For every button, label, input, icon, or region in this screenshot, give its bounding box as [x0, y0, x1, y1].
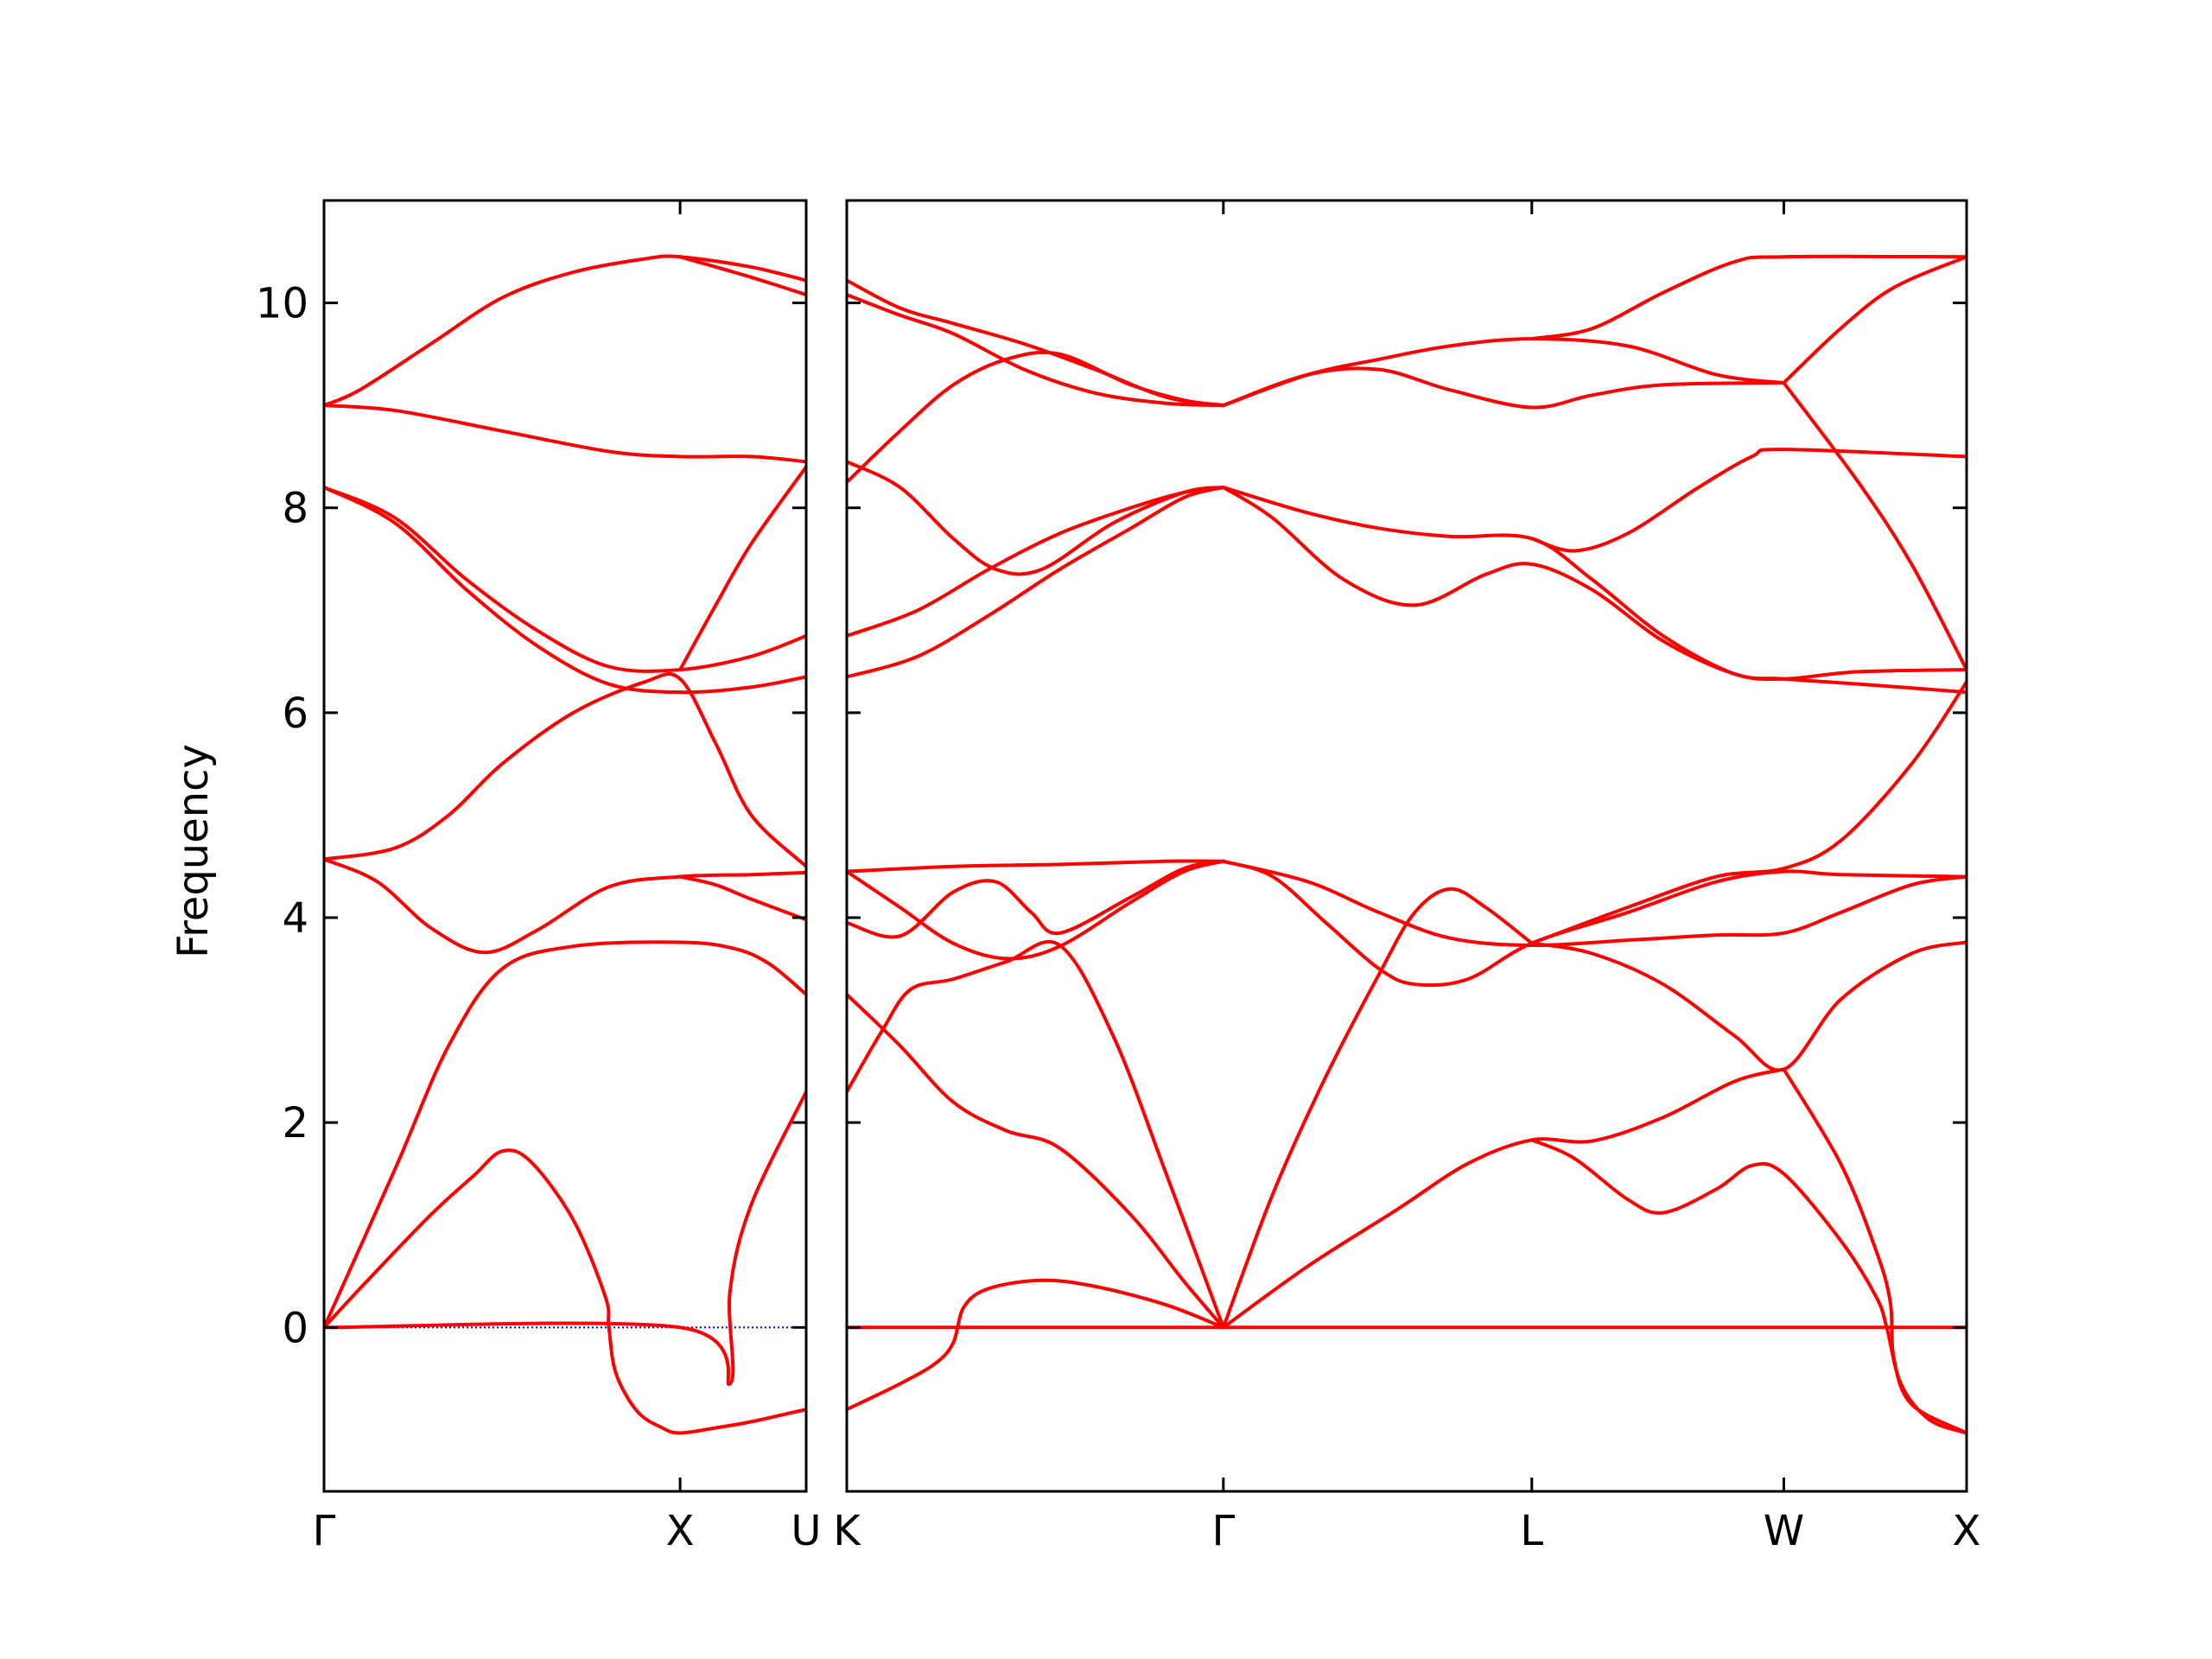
right-band-line-11	[847, 278, 1225, 408]
right-band-line-25	[1221, 366, 1786, 410]
ytick-label: 0	[282, 1304, 308, 1352]
right-band-line-12	[847, 293, 1225, 408]
y-tick-labels: 0 2 4 6 8 10	[256, 280, 308, 1353]
left-band-line-6	[324, 486, 806, 695]
right-band-line-15	[1221, 887, 1534, 1330]
right-band-line-21	[1221, 486, 1967, 695]
ytick-label: 8	[282, 485, 308, 533]
left-band-line-1	[324, 1148, 806, 1435]
right-xtick-label: W	[1764, 1507, 1804, 1555]
right-band-line-16	[1221, 859, 1967, 948]
left-panel	[322, 199, 808, 1493]
left-xtick-label: Γ	[313, 1507, 336, 1555]
right-plot-frame	[845, 199, 1968, 1493]
left-band-line-12	[324, 1090, 806, 1386]
right-band-line-22	[1221, 486, 1967, 681]
right-band-line-9	[847, 460, 1225, 576]
right-ticks	[845, 200, 1968, 1491]
right-xtick-label: K	[833, 1507, 861, 1555]
left-band-line-11	[678, 874, 806, 922]
right-band-line-17	[1221, 859, 1967, 988]
y-axis-label: Frequency	[169, 744, 218, 958]
right-band-line-3	[847, 992, 1225, 1330]
left-band-line-10	[678, 465, 806, 672]
right-band-line-28	[1782, 381, 1967, 672]
left-xtick-label: U	[791, 1507, 821, 1555]
ytick-label: 6	[282, 690, 308, 738]
ytick-label: 4	[282, 894, 308, 943]
left-ticks	[322, 200, 808, 1491]
right-band-lines	[847, 254, 1967, 1435]
right-band-line-5	[847, 859, 1225, 961]
right-band-line-19	[1529, 680, 1967, 945]
right-band-line-18	[1529, 940, 1967, 1072]
left-band-line-8	[324, 254, 806, 408]
right-xtick-label: L	[1520, 1507, 1543, 1555]
left-band-line-5	[324, 486, 806, 673]
right-band-line-23	[1529, 448, 1967, 553]
left-band-line-2	[324, 940, 806, 1330]
right-band-line-26	[1529, 254, 1967, 341]
right-xtick-label: X	[1953, 1507, 1981, 1555]
right-band-line-7	[847, 486, 1225, 679]
right-band-line-27	[1782, 255, 1967, 385]
right-band-line-6	[847, 859, 1225, 874]
right-band-line-1	[847, 1278, 1225, 1412]
right-band-line-2	[847, 939, 1225, 1330]
ytick-label: 2	[282, 1099, 308, 1147]
ytick-label: 10	[256, 280, 308, 328]
right-band-line-20	[1782, 1067, 1967, 1435]
left-band-line-9	[678, 255, 806, 297]
left-xtick-label: X	[666, 1507, 695, 1555]
left-band-line-3	[324, 857, 806, 955]
left-plot-frame	[322, 199, 808, 1493]
right-band-line-13	[1221, 1067, 1786, 1330]
left-band-lines	[324, 254, 806, 1435]
right-panel	[845, 199, 1968, 1493]
right-xtick-label: Γ	[1211, 1507, 1235, 1555]
right-band-line-4	[847, 859, 1225, 939]
left-band-line-7	[324, 404, 806, 464]
left-band-line-4	[324, 671, 806, 868]
